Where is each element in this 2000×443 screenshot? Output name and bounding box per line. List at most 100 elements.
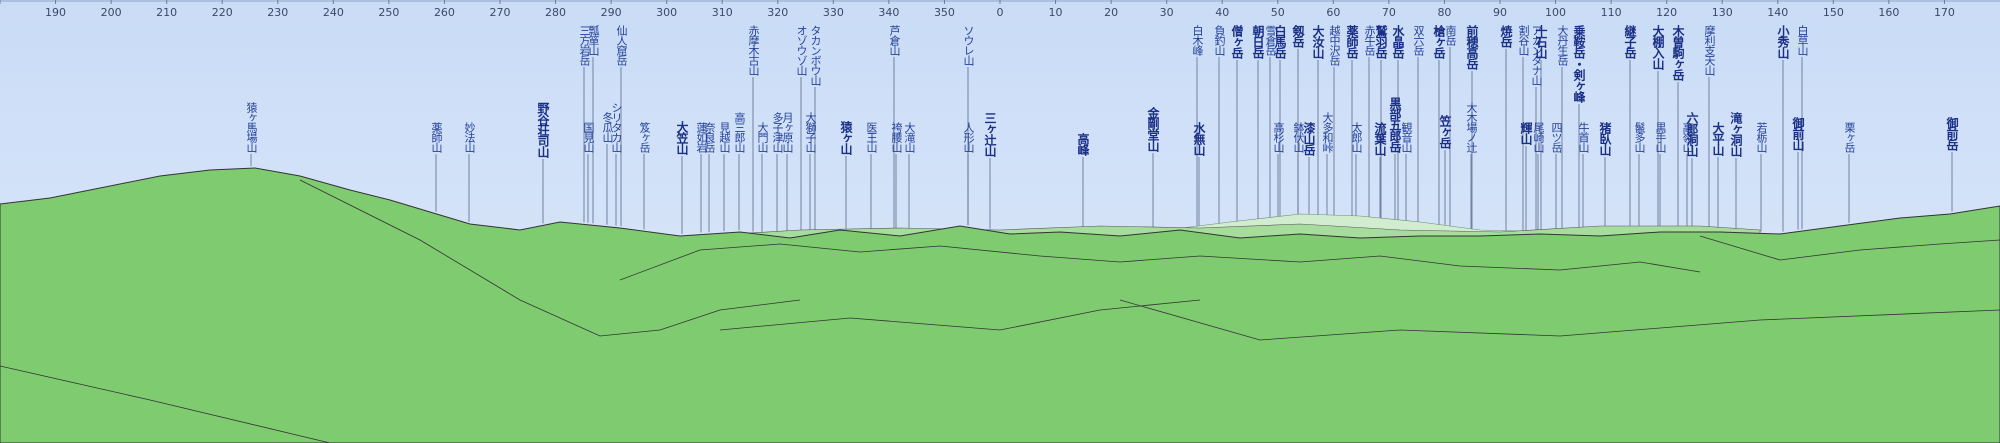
- peak-label: 水無山: [1192, 122, 1206, 155]
- tick-label: 160: [1878, 6, 1900, 19]
- peak-label: ソウレ山: [962, 25, 975, 65]
- peak-label: 槍ヶ岳: [1432, 25, 1446, 58]
- peak-label: 冬瓜山: [601, 112, 614, 142]
- peak-label: 人形山: [962, 122, 975, 152]
- peak-label: 鉢伏山: [1292, 122, 1305, 152]
- peak-label: 薬師山: [430, 122, 443, 152]
- peak-label: 僧ヶ岳: [1230, 25, 1244, 58]
- peak-label: 白草山: [1796, 25, 1809, 55]
- peak-label: 大平山: [1711, 122, 1725, 155]
- peak-label: 大多和峠: [1321, 112, 1334, 152]
- peak-label: 若栃山: [1755, 122, 1768, 152]
- peak-label: 継子岳: [1623, 25, 1637, 58]
- peak-label: 牛首山: [1577, 122, 1590, 152]
- peak-label: 黒手山: [1654, 122, 1667, 152]
- peak-label: 前穂高岳: [1465, 25, 1479, 69]
- peak-label: 瓢箪山: [587, 25, 600, 55]
- tick-label: 200: [100, 6, 122, 19]
- tick-label: 340: [878, 6, 900, 19]
- ridge-line: [1699, 235, 2000, 261]
- peak-label: タカンボウ山: [809, 25, 822, 85]
- tick-label: 50: [1270, 6, 1285, 19]
- peak-label: シリタカ山: [610, 102, 623, 152]
- peak-label: 大笠山: [675, 121, 689, 154]
- terrain: [0, 167, 2000, 443]
- tick-label: 300: [656, 6, 678, 19]
- peak-label: 双六岳: [1412, 25, 1425, 55]
- peak-label: 妙法山: [463, 122, 476, 152]
- peak-label: 蓮如岩: [695, 122, 708, 152]
- tick-label: 140: [1767, 6, 1789, 19]
- peak-label: 猿ヶ山: [839, 121, 853, 154]
- peak-label: 水晶岳: [1391, 25, 1405, 58]
- peak-label: 高峰: [1076, 133, 1090, 155]
- peak-label: 漆山岳: [1302, 122, 1316, 155]
- tick-label: 260: [433, 6, 455, 19]
- tick-label: 10: [1048, 6, 1063, 19]
- peak-label: 奈良岳: [703, 122, 716, 152]
- peak-label: 笈ヶ岳: [638, 122, 651, 152]
- peak-label: 白馬岳: [1273, 25, 1287, 58]
- peak-label: 高三郎山: [733, 112, 746, 152]
- peak-label: 猿ヶ馬場山: [245, 102, 258, 152]
- peak-label: 芦倉山: [888, 25, 901, 55]
- tick-label: 210: [156, 6, 178, 19]
- tick-label: 30: [1159, 6, 1174, 19]
- peak-label: 六郎洞山: [1685, 112, 1699, 156]
- peak-label: 国見山: [582, 122, 595, 152]
- tick-label: 280: [545, 6, 567, 19]
- peak-label: 大棚入山: [1651, 25, 1665, 69]
- tick-label: 350: [933, 6, 955, 19]
- tick-label: 170: [1933, 6, 1955, 19]
- tick-label: 250: [378, 6, 400, 19]
- tick-label: 130: [1711, 6, 1733, 19]
- tick-label: 90: [1493, 6, 1507, 19]
- tick-label: 60: [1326, 6, 1341, 19]
- peak-label: 猪臥山: [1598, 122, 1612, 155]
- peak-label: 金剛堂山: [1146, 107, 1160, 151]
- peak-label: 輝山: [1519, 122, 1533, 144]
- tick-label: 190: [45, 6, 67, 19]
- peak-label: 薬師岳: [1345, 25, 1359, 58]
- peak-label: 摩利支天山: [1703, 25, 1716, 75]
- compass-ticks: [0, 0, 1945, 4]
- peak-label: 割谷山: [1517, 25, 1530, 55]
- peak-label: 大獅子山: [804, 112, 817, 152]
- peak-label: 尾崎山: [1532, 122, 1545, 152]
- peak-label: 大滝山: [903, 122, 916, 152]
- peak-label: 南岳: [1444, 25, 1457, 45]
- tick-label: 0: [996, 6, 1004, 19]
- ridge-line: [1119, 299, 2000, 341]
- peak-label: 木曽駒ヶ岳: [1671, 25, 1685, 80]
- peak-label: 流葉山: [1373, 122, 1387, 155]
- tick-label: 100: [1545, 6, 1567, 19]
- peak-label: 黒部五郎岳: [1388, 97, 1402, 152]
- peak-label: 高嶺山: [1681, 122, 1694, 152]
- tick-label: 230: [267, 6, 289, 19]
- ridge-line: [0, 365, 331, 443]
- tick-label: 120: [1656, 6, 1678, 19]
- peak-label: アカンダナ山: [1530, 25, 1543, 85]
- peak-label: 朝日岳: [1251, 25, 1265, 58]
- tick-label: 330: [822, 6, 844, 19]
- tick-label: 240: [322, 6, 344, 19]
- peak-label: 四ツ岳: [1550, 122, 1563, 152]
- peak-label: 雪倉岳: [1264, 25, 1277, 55]
- peak-label: 大門山: [756, 122, 769, 152]
- peak-label: 医王山: [865, 122, 878, 152]
- peak-label: 大木場ノ辻: [1465, 102, 1478, 152]
- peak-label: 野谷荘司山: [536, 102, 550, 157]
- peak-label: 観音山: [1400, 122, 1413, 152]
- peak-label: 三方岩岳: [578, 25, 591, 65]
- peak-label: 十石山: [1534, 25, 1548, 58]
- peak-label: 大丹生岳: [1556, 25, 1569, 65]
- peak-label: 負釣山: [1213, 25, 1226, 55]
- tick-label: 40: [1215, 6, 1230, 19]
- peak-label: 袴腰山: [890, 122, 903, 152]
- peak-label: 滝ヶ洞山: [1729, 112, 1743, 156]
- peak-label: 栗ヶ岳: [1843, 122, 1856, 152]
- peak-label: 焼岳: [1499, 25, 1513, 47]
- peak-label: 鷲羽岳: [1374, 25, 1388, 58]
